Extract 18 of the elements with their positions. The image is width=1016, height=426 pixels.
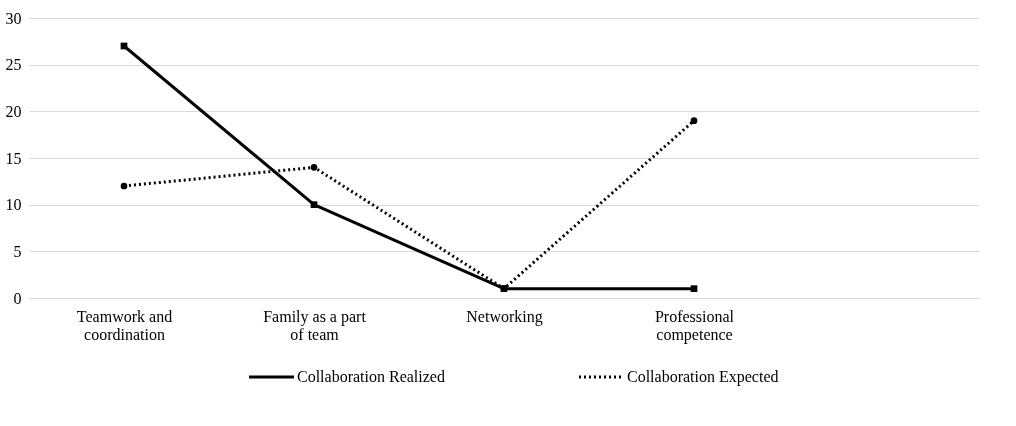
x-tick-label: Family as a part of team bbox=[263, 307, 367, 343]
x-tick-label: Networking bbox=[466, 307, 543, 326]
x-tick-label: Teamwork and coordination bbox=[76, 307, 173, 343]
legend-label: Collaboration Realized bbox=[297, 368, 445, 385]
y-tick-label: 0 bbox=[13, 289, 22, 307]
y-tick-label: 20 bbox=[5, 102, 22, 120]
point bbox=[690, 117, 698, 125]
x-tick-label: Professional competence bbox=[654, 307, 735, 344]
y-tick-label: 25 bbox=[5, 56, 22, 74]
legend-label: Collaboration Expected bbox=[627, 368, 779, 386]
point bbox=[310, 201, 318, 209]
point bbox=[690, 285, 698, 293]
point bbox=[120, 182, 128, 190]
point bbox=[310, 163, 318, 171]
y-tick-label: 15 bbox=[5, 149, 22, 167]
y-tick-label: 30 bbox=[5, 9, 22, 27]
y-tick-label: 10 bbox=[5, 196, 22, 214]
y-tick-label: 5 bbox=[13, 242, 22, 260]
